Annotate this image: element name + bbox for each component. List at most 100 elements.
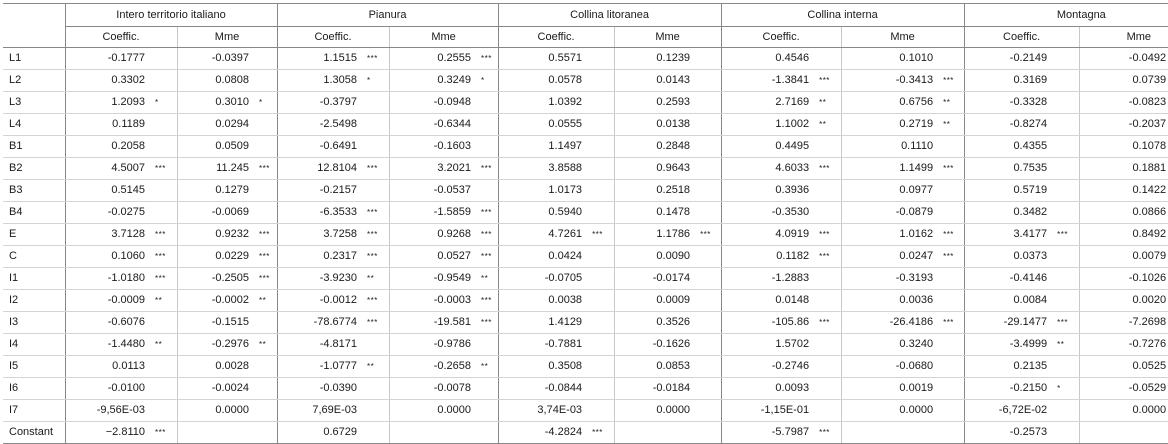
mme-value: 0.1078 — [1078, 135, 1168, 158]
significance-stars: *** — [937, 69, 965, 92]
coef-header: Coeffic. — [64, 26, 177, 48]
mme-value: 0.2555 — [388, 47, 476, 70]
significance-stars — [937, 179, 965, 202]
significance-stars — [149, 355, 177, 378]
coef-value: 0.4546 — [720, 47, 814, 70]
mme-value: -0.3193 — [840, 267, 938, 290]
coef-value: 0.0113 — [64, 355, 149, 378]
coef-value: -0.0705 — [497, 267, 587, 290]
significance-stars — [694, 91, 722, 114]
significance-stars: *** — [937, 245, 965, 268]
table-row: L1 -0.1777 -0.0397 1.1515 *** 0.2555 *** 0.5571… — [3, 47, 1168, 70]
significance-stars — [586, 267, 615, 290]
significance-stars — [361, 113, 390, 136]
table-row: L3 1.2093 * 0.3010 * -0.3797 -0.0948 1.0392 0.25… — [3, 91, 1168, 114]
mme-header: Mme — [613, 26, 722, 48]
significance-stars: *** — [253, 223, 278, 246]
mme-value: 0.0138 — [613, 113, 695, 136]
significance-stars: ** — [149, 289, 177, 312]
significance-stars: ** — [361, 355, 390, 378]
mme-header: Mme — [176, 26, 278, 48]
table-row: I6 -0.0100 -0.0024 -0.0390 -0.0078 -0.0844 -0.… — [3, 377, 1168, 400]
significance-stars: ** — [253, 289, 278, 312]
significance-stars — [475, 91, 499, 114]
significance-stars — [694, 355, 722, 378]
significance-stars — [253, 377, 278, 400]
significance-stars — [149, 135, 177, 158]
significance-stars: ** — [361, 267, 390, 290]
mme-value: -0.0823 — [1078, 91, 1168, 114]
mme-value: 1.0162 — [840, 223, 938, 246]
significance-stars: ** — [253, 333, 278, 356]
mme-value: 0.0000 — [176, 399, 253, 422]
coef-value: -1.0180 — [64, 267, 149, 290]
mme-value: -0.1026 — [1078, 267, 1168, 290]
significance-stars: * — [149, 91, 177, 114]
significance-stars — [1051, 245, 1080, 268]
significance-stars — [475, 377, 499, 400]
coef-value: -29.1477 — [963, 311, 1052, 334]
mme-value: 0.1279 — [176, 179, 253, 202]
significance-stars — [586, 135, 615, 158]
coef-value: -0.1777 — [64, 47, 149, 70]
significance-stars — [586, 245, 615, 268]
coef-value: -1.3841 — [720, 69, 814, 92]
mme-value: 0.0808 — [176, 69, 253, 92]
significance-stars — [813, 333, 842, 356]
significance-stars: *** — [361, 311, 390, 334]
significance-stars — [1051, 157, 1080, 180]
significance-stars: *** — [361, 201, 390, 224]
significance-stars — [253, 201, 278, 224]
group-header: Collina litoranea — [497, 3, 722, 27]
table-row: E 3.7128 *** 0.9232 *** 3.7258 *** 0.9268 *** 4.7… — [3, 223, 1168, 246]
coef-value: -3.4999 — [963, 333, 1052, 356]
row-label: I7 — [3, 399, 65, 422]
significance-stars: *** — [937, 311, 965, 334]
row-label: L2 — [3, 69, 65, 92]
mme-value: 1.1499 — [840, 157, 938, 180]
significance-stars — [475, 113, 499, 136]
table-row: I5 0.0113 0.0028 -1.0777 ** -0.2658 ** 0.3508 0.… — [3, 355, 1168, 378]
coef-value: 0.2058 — [64, 135, 149, 158]
coef-value: -0.2746 — [720, 355, 814, 378]
significance-stars — [937, 355, 965, 378]
significance-stars — [694, 377, 722, 400]
significance-stars: *** — [937, 157, 965, 180]
significance-stars — [813, 201, 842, 224]
significance-stars — [1051, 399, 1080, 422]
coef-value: 0.3508 — [497, 355, 587, 378]
significance-stars: *** — [813, 245, 842, 268]
significance-stars: *** — [1051, 223, 1080, 246]
mme-header: Mme — [388, 26, 499, 48]
mme-value: 0.2593 — [613, 91, 695, 114]
significance-stars — [1051, 201, 1080, 224]
significance-stars — [253, 399, 278, 422]
coef-value: 0.2317 — [276, 245, 362, 268]
mme-value: -0.1603 — [388, 135, 476, 158]
significance-stars — [149, 179, 177, 202]
mme-value: -1.5859 — [388, 201, 476, 224]
significance-stars — [813, 377, 842, 400]
mme-value: 0.9268 — [388, 223, 476, 246]
mme-value: 0.0853 — [613, 355, 695, 378]
mme-value: 0.0000 — [388, 399, 476, 422]
mme-value: 0.0143 — [613, 69, 695, 92]
row-label: B1 — [3, 135, 65, 158]
coef-value: 3,74E-03 — [497, 399, 587, 422]
significance-stars — [813, 289, 842, 312]
row-label: I5 — [3, 355, 65, 378]
significance-stars — [694, 113, 722, 136]
coef-value: 4.7261 — [497, 223, 587, 246]
significance-stars: *** — [475, 201, 499, 224]
significance-stars: *** — [253, 245, 278, 268]
significance-stars — [361, 135, 390, 158]
significance-stars — [586, 333, 615, 356]
table-body: L1 -0.1777 -0.0397 1.1515 *** 0.2555 *** 0.5571… — [3, 47, 1168, 444]
mme-value: 0.1010 — [840, 47, 938, 70]
significance-stars — [475, 333, 499, 356]
significance-stars — [361, 179, 390, 202]
mme-value: -0.2658 — [388, 355, 476, 378]
coef-value: 1.1515 — [276, 47, 362, 70]
significance-stars: *** — [361, 157, 390, 180]
coef-value: -1.4480 — [64, 333, 149, 356]
